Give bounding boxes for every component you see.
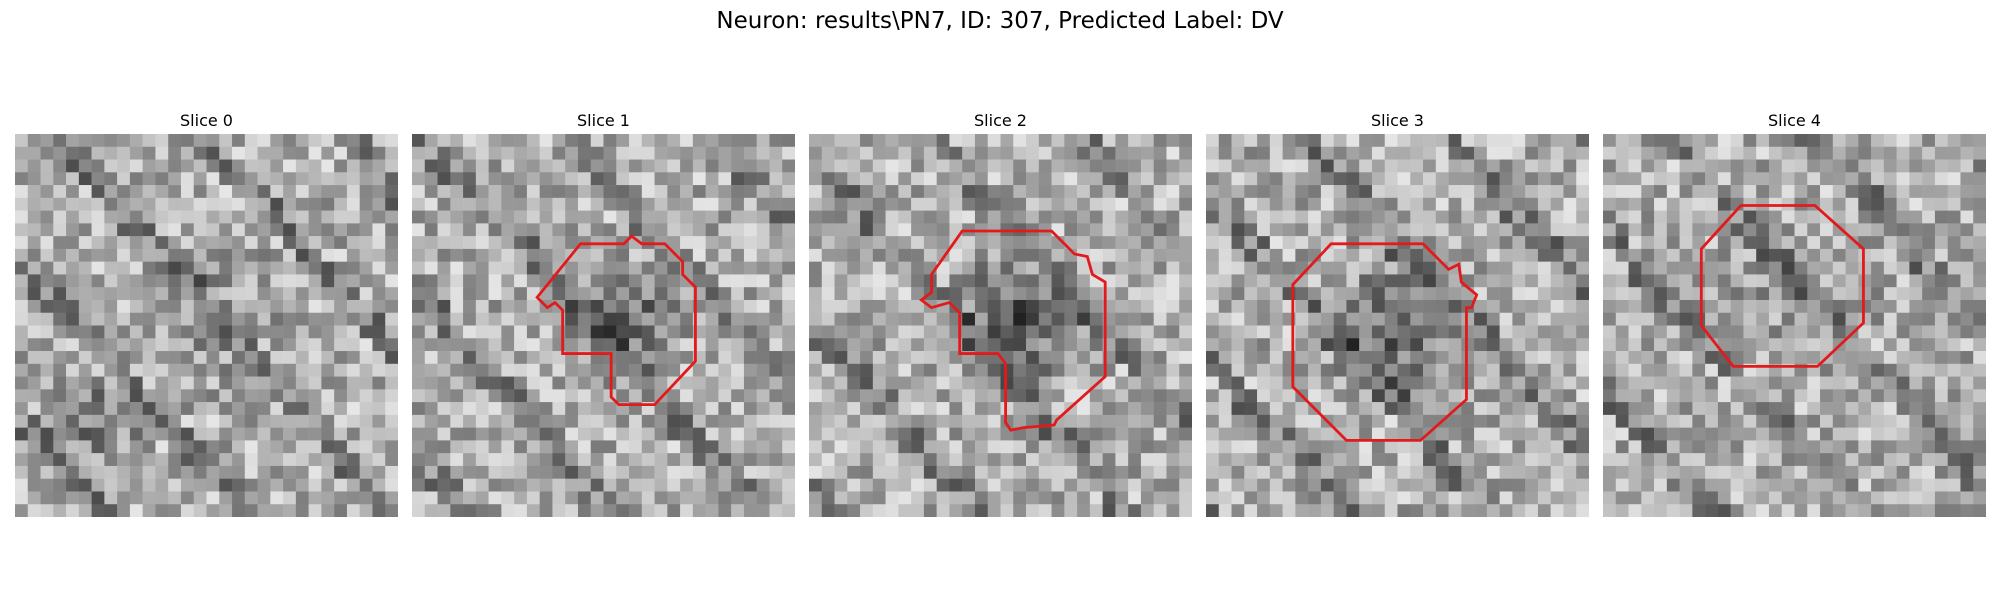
- pixel-grid: [1206, 134, 1589, 517]
- slice-panel-2: Slice 2: [809, 110, 1192, 517]
- pixel-grid: [15, 134, 398, 517]
- slice-title: Slice 0: [180, 111, 233, 130]
- slice-panel-3: Slice 3: [1206, 110, 1589, 517]
- figure-title: Neuron: results\PN7, ID: 307, Predicted …: [716, 8, 1284, 34]
- slice-panel-0: Slice 0: [15, 110, 398, 517]
- slice-image: [15, 134, 398, 517]
- neuron-contour: [919, 229, 1107, 432]
- slice-panel-4: Slice 4: [1603, 110, 1986, 517]
- slice-image: [809, 134, 1192, 517]
- neuron-contour: [535, 234, 697, 407]
- slice-title: Slice 1: [577, 111, 630, 130]
- slice-image: [1603, 134, 1986, 517]
- pixel-grid: [412, 134, 795, 517]
- slice-title: Slice 3: [1371, 111, 1424, 130]
- neuron-contour: [1699, 204, 1865, 368]
- slice-panel-1: Slice 1: [412, 110, 795, 517]
- pixel-grid: [1603, 134, 1986, 517]
- slice-image: [412, 134, 795, 517]
- neuron-contour: [1291, 242, 1479, 442]
- slice-image: [1206, 134, 1589, 517]
- slice-title: Slice 4: [1768, 111, 1821, 130]
- slice-title: Slice 2: [974, 111, 1027, 130]
- pixel-grid: [809, 134, 1192, 517]
